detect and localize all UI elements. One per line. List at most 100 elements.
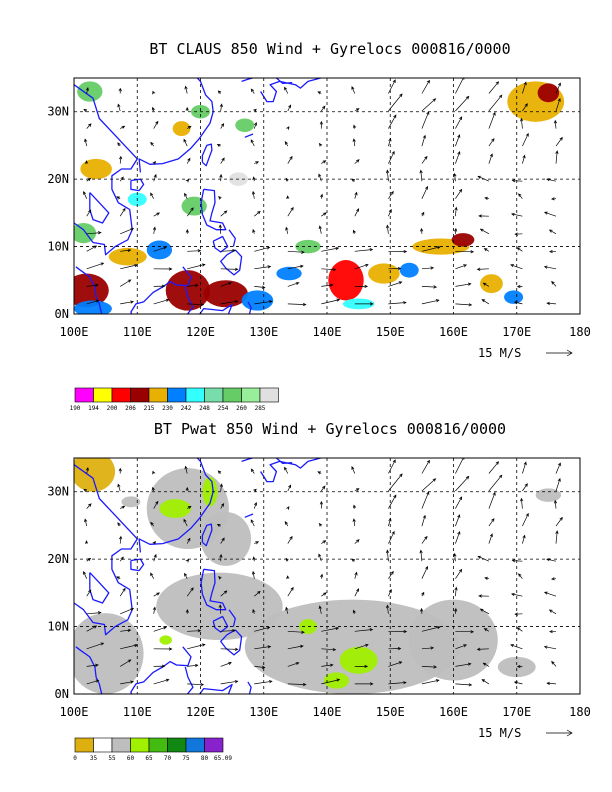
colorbar-swatch-11 <box>259 387 279 403</box>
wind-vector-147 <box>455 630 475 634</box>
wind-vector-68 <box>254 265 272 270</box>
wind-vector-132 <box>421 285 438 289</box>
wind-vector-191 <box>555 530 559 544</box>
wind-vector-52 <box>184 85 188 94</box>
shaded-region-10 <box>121 496 141 508</box>
wind-vector-10 <box>84 138 88 147</box>
wind-vector-183 <box>546 301 557 306</box>
colorbar-swatch-6 <box>167 387 187 403</box>
wind-vector-148 <box>454 607 458 614</box>
wind-vector-167 <box>488 111 496 129</box>
wind-vector-69 <box>254 246 271 252</box>
colorbar-swatch-9 <box>222 387 242 403</box>
wind-vector-27 <box>153 298 170 305</box>
coastline-8 <box>212 235 229 253</box>
shaded-region-11 <box>159 499 192 519</box>
colorbar-swatch-8 <box>204 737 224 753</box>
y-tick-label: 0N <box>55 687 69 701</box>
wind-vector-163 <box>484 576 489 580</box>
shaded-region-20 <box>276 266 302 281</box>
wind-vector-108 <box>354 628 374 632</box>
wind-vector-43 <box>187 629 202 633</box>
wind-vector-113 <box>354 539 360 544</box>
shaded-region-9 <box>535 488 562 502</box>
wind-vector-178 <box>522 154 526 164</box>
wind-vector-58 <box>220 590 228 597</box>
wind-vector-54 <box>220 281 232 287</box>
wind-vector-143 <box>421 459 430 474</box>
wind-vector-108 <box>354 248 374 252</box>
wind-vector-79 <box>287 302 307 307</box>
wind-vector-163 <box>484 196 489 200</box>
wind-vector-180 <box>520 117 524 129</box>
wind-vector-85 <box>286 575 290 579</box>
wind-vector-111 <box>354 191 358 199</box>
coastline-17 <box>275 78 293 85</box>
wind-vector-186 <box>549 629 557 634</box>
wind-vector-195 <box>555 462 561 474</box>
wind-vector-181 <box>522 103 528 112</box>
wind-vector-26 <box>118 467 122 474</box>
wind-vector-75 <box>250 519 255 527</box>
coastline-10 <box>220 629 243 656</box>
wind-vector-105 <box>354 682 374 686</box>
wind-vector-1 <box>86 299 100 305</box>
wind-vector-141 <box>421 491 430 509</box>
wind-vector-64 <box>219 483 223 492</box>
colorbar-label: 70 <box>164 755 172 762</box>
shaded-region-8 <box>241 290 274 311</box>
wind-vector-91 <box>284 466 289 474</box>
wind-vector-47 <box>185 558 190 563</box>
wind-vector-178 <box>522 534 526 544</box>
wind-vector-34 <box>153 173 157 182</box>
shaded-region-15 <box>504 290 524 304</box>
wind-vector-39 <box>152 90 156 95</box>
wind-vector-94 <box>321 647 337 652</box>
wind-vector-167 <box>488 491 496 509</box>
coastline-9 <box>228 609 236 627</box>
wind-vector-130 <box>388 79 396 94</box>
wind-vector-112 <box>351 558 355 562</box>
colorbar-label: 200 <box>107 405 118 412</box>
wind-vector-183 <box>546 681 557 686</box>
coastline-22 <box>109 695 113 697</box>
wind-vector-118 <box>388 301 407 305</box>
wind-vector-66 <box>254 300 273 305</box>
wind-vector-84 <box>287 586 294 597</box>
coastline-22 <box>109 315 113 317</box>
wind-vector-145 <box>455 282 472 287</box>
wind-vector-151 <box>453 552 457 562</box>
wind-vector-33 <box>150 192 155 199</box>
wind-vector-156 <box>455 78 465 94</box>
wind-vector-17 <box>120 248 132 252</box>
wind-vector-171 <box>516 284 523 289</box>
y-tick-label: 0N <box>55 307 69 321</box>
colorbar-label: 285 <box>255 405 266 412</box>
wind-vector-92 <box>321 298 341 305</box>
wind-vector-156 <box>455 458 465 474</box>
wind-vector-77 <box>253 488 257 493</box>
wind-vector-32 <box>153 212 161 217</box>
colorbar: 190 194 200 206 215 230 242 248 254 260 285 <box>70 387 279 412</box>
wind-vector-53 <box>220 680 239 685</box>
wind-vector-138 <box>419 549 423 562</box>
wind-vector-102 <box>319 500 324 509</box>
shaded-region-3 <box>200 511 252 566</box>
wind-vector-32 <box>153 592 161 597</box>
wind-vector-192 <box>555 516 563 527</box>
y-tick-label: 20N <box>47 172 69 186</box>
wind-vector-48 <box>186 537 191 544</box>
coastline-12 <box>184 286 194 314</box>
x-tick-label: 110E <box>123 705 152 719</box>
colorbar-swatch-5 <box>148 737 168 753</box>
x-tick-label: 120E <box>186 325 215 339</box>
shaded-region-16 <box>159 635 173 645</box>
wind-vector-95 <box>321 626 340 632</box>
shaded-region-9 <box>328 260 364 301</box>
coastline-16 <box>260 458 323 483</box>
wind-vector-47 <box>185 178 190 183</box>
wind-vector-55 <box>220 267 239 271</box>
wind-vector-139 <box>421 535 428 544</box>
wind-vector-179 <box>522 512 529 527</box>
